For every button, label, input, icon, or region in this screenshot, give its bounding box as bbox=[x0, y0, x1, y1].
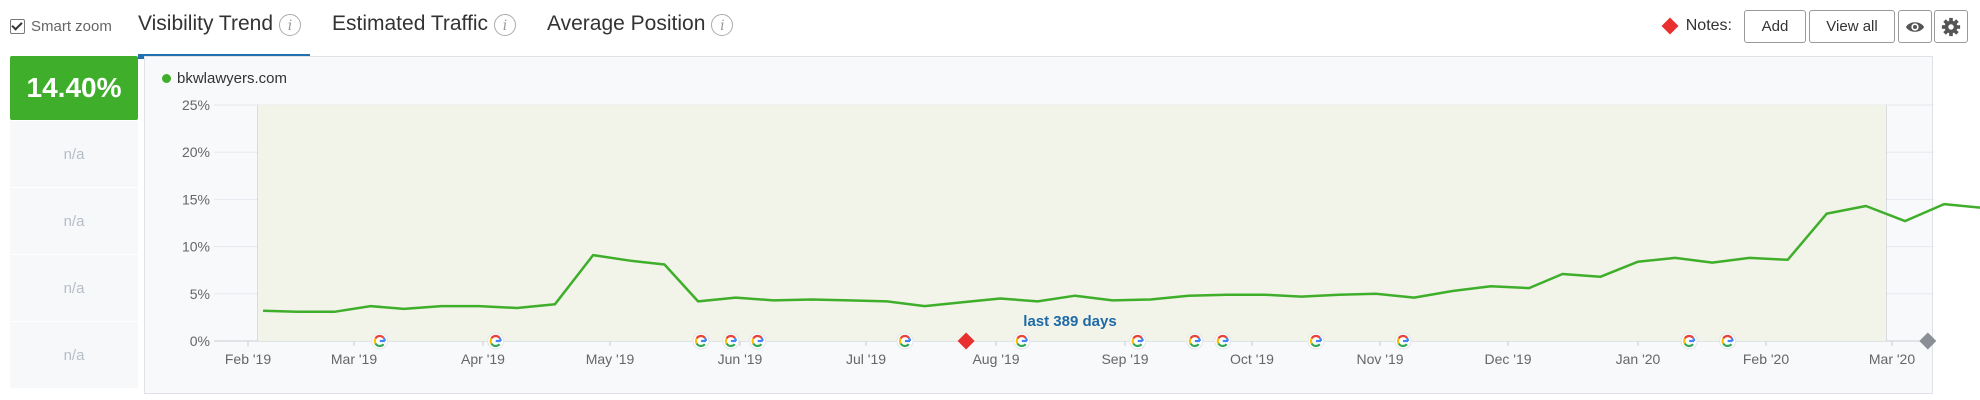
notes-legend: Notes: bbox=[1661, 17, 1732, 35]
google-update-icon[interactable] bbox=[1214, 332, 1232, 350]
google-update-icon[interactable] bbox=[1719, 332, 1737, 350]
visibility-score: 14.40% bbox=[10, 56, 138, 120]
visibility-toggle-button[interactable] bbox=[1898, 10, 1932, 43]
google-update-icon[interactable] bbox=[1394, 332, 1412, 350]
x-tick-label: Mar '19 bbox=[331, 351, 377, 367]
google-update-icon[interactable] bbox=[722, 332, 740, 350]
summary-row: n/a bbox=[10, 188, 138, 254]
summary-column: 14.40% n/a n/a n/a n/a bbox=[10, 56, 138, 388]
x-tick-label: Feb '19 bbox=[225, 351, 271, 367]
y-tick-label: 10% bbox=[182, 239, 210, 255]
y-tick-label: 5% bbox=[190, 286, 210, 302]
notes-label: Notes: bbox=[1685, 17, 1732, 34]
google-update-icon[interactable] bbox=[1680, 332, 1698, 350]
plot-area bbox=[258, 105, 1886, 341]
google-update-icon[interactable] bbox=[1013, 332, 1031, 350]
google-update-icon[interactable] bbox=[749, 332, 767, 350]
google-update-icon[interactable] bbox=[371, 332, 389, 350]
tab-label: Estimated Traffic bbox=[332, 12, 489, 35]
google-update-icon[interactable] bbox=[1186, 332, 1204, 350]
x-tick-label: Feb '20 bbox=[1743, 351, 1789, 367]
x-tick-label: Dec '19 bbox=[1484, 351, 1531, 367]
series-dot-icon bbox=[162, 74, 171, 83]
x-tick-label: Oct '19 bbox=[1230, 351, 1274, 367]
x-axis: Feb '19 Mar '19 Apr '19 May '19 Jun '19 Jul '… bbox=[225, 341, 1915, 367]
event-markers[interactable] bbox=[371, 332, 1937, 350]
y-axis: 0% 5% 10% 15% 20% 25% bbox=[182, 97, 210, 349]
tab-label: Average Position bbox=[547, 12, 706, 35]
info-icon[interactable]: i bbox=[494, 14, 517, 36]
smart-zoom-checkbox[interactable] bbox=[10, 19, 25, 34]
note-marker-icon[interactable] bbox=[957, 332, 975, 350]
chart-legend[interactable]: bkwlawyers.com bbox=[162, 70, 287, 87]
eye-icon bbox=[1905, 21, 1925, 32]
smart-zoom-toggle[interactable]: Smart zoom bbox=[10, 18, 112, 35]
info-icon[interactable]: i bbox=[711, 14, 734, 36]
google-update-icon[interactable] bbox=[487, 332, 505, 350]
summary-row: n/a bbox=[10, 255, 138, 321]
x-tick-label: Jun '19 bbox=[718, 351, 763, 367]
series-line bbox=[263, 202, 1980, 313]
settings-button[interactable] bbox=[1934, 10, 1968, 43]
tab-label: Visibility Trend bbox=[138, 12, 274, 35]
range-end-marker-icon[interactable] bbox=[1919, 332, 1937, 350]
add-note-button[interactable]: Add bbox=[1744, 10, 1806, 43]
google-update-icon[interactable] bbox=[1129, 332, 1147, 350]
x-tick-label: Jan '20 bbox=[1616, 351, 1661, 367]
x-tick-label: Jul '19 bbox=[846, 351, 886, 367]
y-tick-label: 20% bbox=[182, 144, 210, 160]
gear-icon bbox=[1941, 17, 1961, 36]
x-tick-label: Mar '20 bbox=[1869, 351, 1915, 367]
x-tick-label: Sep '19 bbox=[1101, 351, 1148, 367]
x-tick-label: Apr '19 bbox=[461, 351, 505, 367]
view-all-notes-button[interactable]: View all bbox=[1809, 10, 1895, 43]
tab-estimated-traffic[interactable]: Estimated Traffic i bbox=[332, 12, 517, 54]
info-icon[interactable]: i bbox=[279, 14, 302, 36]
toolbar: Smart zoom Visibility Trend i Estimated … bbox=[0, 0, 1980, 59]
period-label: last 389 days bbox=[1023, 313, 1116, 330]
tab-average-position[interactable]: Average Position i bbox=[547, 12, 734, 54]
y-tick-label: 25% bbox=[182, 97, 210, 113]
summary-row: n/a bbox=[10, 121, 138, 187]
x-tick-label: Nov '19 bbox=[1356, 351, 1403, 367]
google-update-icon[interactable] bbox=[692, 332, 710, 350]
x-tick-label: May '19 bbox=[586, 351, 635, 367]
smart-zoom-label: Smart zoom bbox=[31, 18, 112, 35]
x-tick-label: Aug '19 bbox=[972, 351, 1019, 367]
legend-label: bkwlawyers.com bbox=[177, 70, 288, 87]
y-tick-label: 0% bbox=[190, 333, 210, 349]
summary-row: n/a bbox=[10, 322, 138, 388]
y-tick-label: 15% bbox=[182, 191, 210, 207]
google-update-icon[interactable] bbox=[1307, 332, 1325, 350]
google-update-icon[interactable] bbox=[896, 332, 914, 350]
